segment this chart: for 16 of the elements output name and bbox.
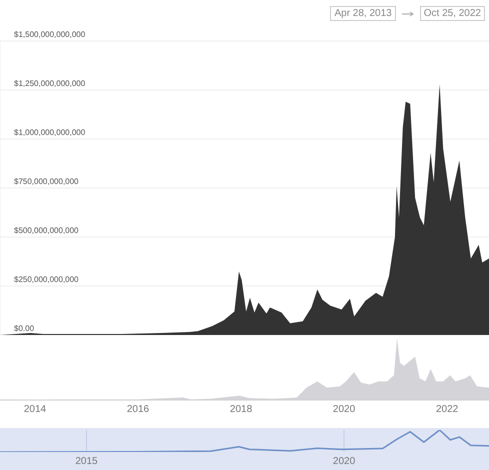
x-tick-label: 2014 bbox=[24, 404, 47, 415]
y-tick-label: $1,000,000,000,000 bbox=[14, 128, 86, 138]
x-tick-label: 2020 bbox=[332, 456, 356, 467]
y-tick-label: $500,000,000,000 bbox=[14, 226, 80, 236]
text: Apr 28, 2013 bbox=[330, 6, 396, 21]
x-tick-label: 2015 bbox=[75, 456, 98, 467]
x-tick-label: 2020 bbox=[332, 404, 356, 415]
y-tick-label: $0.00 bbox=[14, 324, 35, 334]
y-tick-label: $1,250,000,000,000 bbox=[14, 79, 86, 88]
y-tick-label: $250,000,000,000 bbox=[14, 275, 80, 284]
x-tick-label: 2018 bbox=[230, 404, 253, 415]
text: Oct 25, 2022 bbox=[420, 6, 485, 21]
x-tick-label: 2022 bbox=[436, 404, 459, 415]
y-tick-label: $1,500,000,000,000 bbox=[14, 30, 86, 40]
x-tick-label: 2016 bbox=[126, 404, 150, 415]
y-tick-label: $750,000,000,000 bbox=[14, 177, 80, 186]
